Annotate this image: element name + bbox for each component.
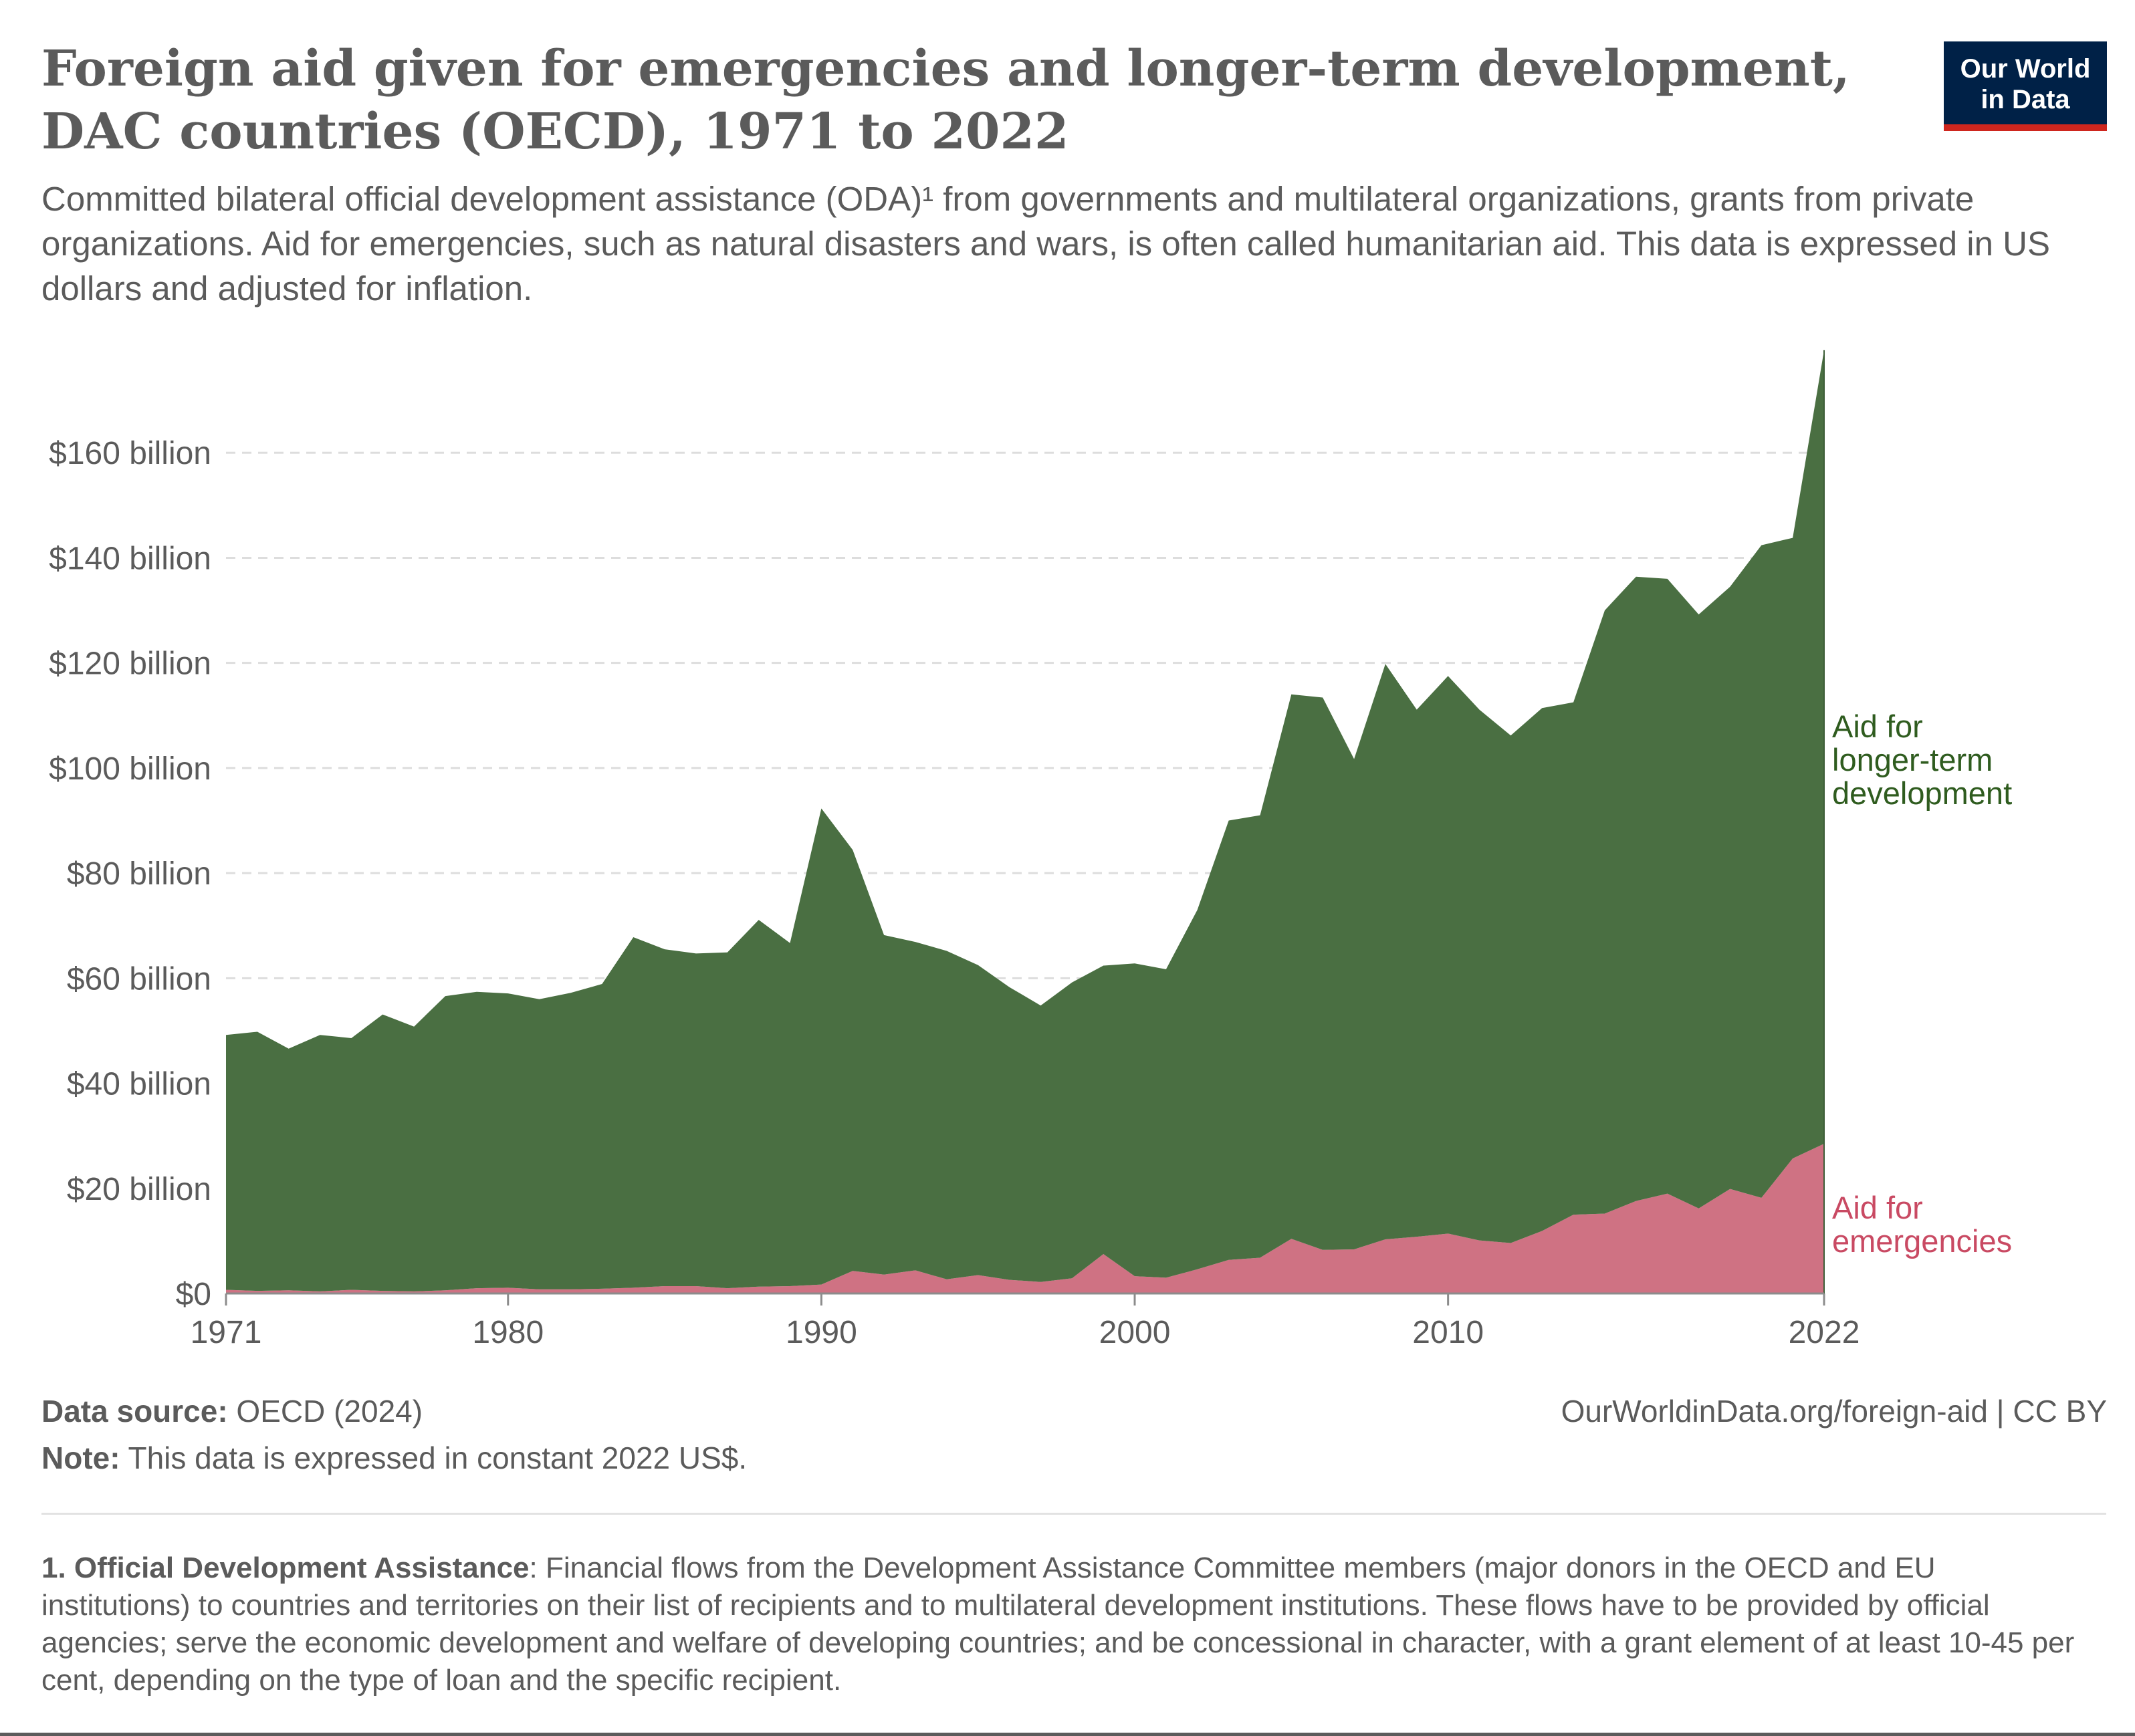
- series-label-line: emergencies: [1832, 1223, 2012, 1259]
- footnote: 1. Official Development Assistance: Fina…: [41, 1549, 2088, 1699]
- y-tick-label: $140 billion: [49, 541, 211, 576]
- data-source-line: Data source: OECD (2024): [41, 1388, 747, 1435]
- logo-line-1: Our World: [1960, 54, 2091, 84]
- footnote-label: 1. Official Development Assistance: [41, 1552, 530, 1584]
- y-tick-label: $100 billion: [49, 751, 211, 787]
- chart-axes: $0 $20 billion $40 billion $60 billion $80 b…: [49, 436, 1860, 1350]
- x-tick-label: 1980: [472, 1315, 544, 1350]
- area-aid-for-longer-term-development[interactable]: [226, 350, 1824, 1291]
- note-line: Note: This data is expressed in constant…: [41, 1435, 747, 1481]
- series-label-line: Aid for: [1832, 1190, 1923, 1225]
- y-tick-label: $0: [176, 1277, 211, 1312]
- x-tick-label: 2022: [1789, 1315, 1860, 1350]
- series-label-line: longer-term: [1832, 742, 1993, 777]
- series-label-line: Aid for: [1832, 709, 1923, 744]
- note-label: Note:: [41, 1441, 120, 1475]
- source-url-link[interactable]: OurWorldinData.org/foreign-aid | CC BY: [1561, 1394, 2107, 1429]
- area-aid-for-emergencies[interactable]: [226, 1144, 1824, 1293]
- chart-title: Foreign aid given for emergencies and lo…: [41, 40, 1850, 160]
- series-label-line: development: [1832, 775, 2012, 811]
- bottom-border: [0, 1733, 2135, 1736]
- x-tick-label: 2010: [1412, 1315, 1484, 1350]
- x-tick-label: 1990: [786, 1315, 857, 1350]
- footer-source: Data source: OECD (2024) Note: This data…: [41, 1388, 747, 1481]
- data-source-label: Data source:: [41, 1394, 228, 1429]
- x-tick-label: 2000: [1099, 1315, 1171, 1350]
- note-value: This data is expressed in constant 2022 …: [120, 1441, 748, 1475]
- area-chart: $0 $20 billion $40 billion $60 billion $80 b…: [49, 350, 2012, 1350]
- data-source-value: OECD (2024): [227, 1394, 423, 1429]
- footnote-text: : Financial flows from the Development A…: [41, 1552, 2075, 1697]
- y-tick-label: $120 billion: [49, 646, 211, 682]
- y-tick-label: $80 billion: [67, 856, 211, 892]
- y-tick-label: $160 billion: [49, 436, 211, 471]
- chart-subtitle: Committed bilateral official development…: [41, 180, 2050, 307]
- footnote-divider: [41, 1513, 2106, 1515]
- chart-areas: [226, 350, 1825, 1293]
- y-tick-label: $20 billion: [67, 1172, 211, 1207]
- owid-logo[interactable]: Our World in Data: [1944, 41, 2107, 131]
- y-tick-label: $40 billion: [67, 1067, 211, 1102]
- y-tick-label: $60 billion: [67, 961, 211, 997]
- logo-line-2: in Data: [1981, 85, 2070, 114]
- x-tick-label: 1971: [191, 1315, 262, 1350]
